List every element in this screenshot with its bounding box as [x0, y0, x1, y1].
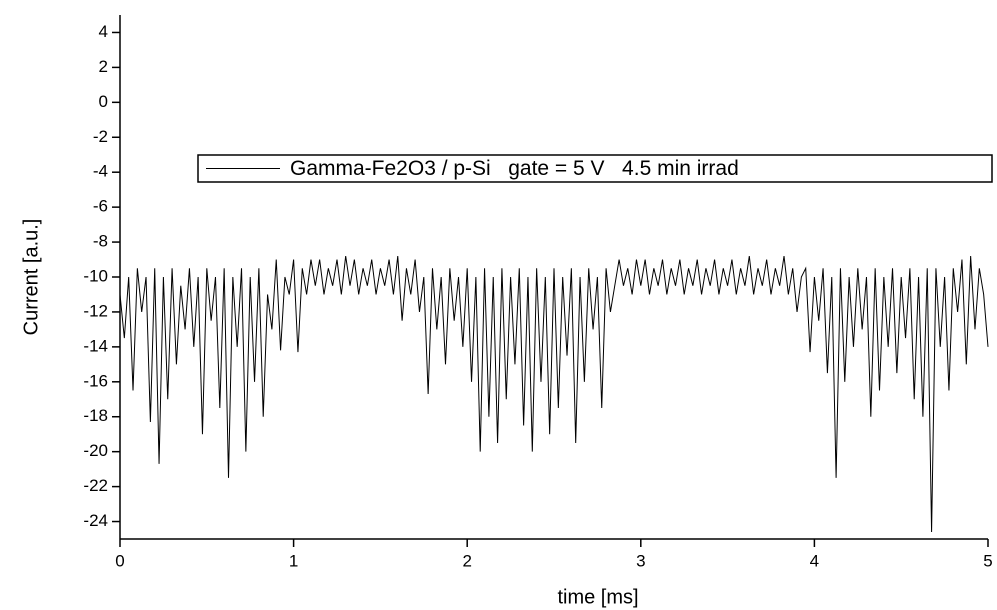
legend-box — [197, 154, 993, 183]
y-tick-label: -12 — [83, 301, 108, 320]
x-tick-label: 5 — [983, 551, 992, 570]
y-tick-label: 0 — [99, 92, 108, 111]
legend-label: Gamma-Fe2O3 / p-Si gate = 5 V 4.5 min ir… — [290, 157, 739, 180]
y-tick-label: -18 — [83, 406, 108, 425]
y-tick-label: -6 — [93, 197, 108, 216]
y-tick-label: -20 — [83, 441, 108, 460]
y-tick-label: -24 — [83, 511, 108, 530]
x-tick-label: 3 — [636, 551, 645, 570]
x-axis-label: time [ms] — [557, 586, 638, 608]
y-tick-label: -14 — [83, 336, 108, 355]
y-tick-label: -2 — [93, 127, 108, 146]
data-line — [119, 255, 989, 533]
x-tick-label: 2 — [462, 551, 471, 570]
x-tick-label: 0 — [115, 551, 124, 570]
y-tick-label: -10 — [83, 266, 108, 285]
y-tick-label: 4 — [99, 22, 108, 41]
y-tick-label: -22 — [83, 476, 108, 495]
x-tick-label: 1 — [289, 551, 298, 570]
y-tick-label: -16 — [83, 371, 108, 390]
y-tick-label: -4 — [93, 162, 108, 181]
y-tick-label: 2 — [99, 57, 108, 76]
x-tick-label: 4 — [810, 551, 819, 570]
y-axis-label: Current [a.u.] — [20, 219, 42, 336]
y-tick-label: -8 — [93, 232, 108, 251]
